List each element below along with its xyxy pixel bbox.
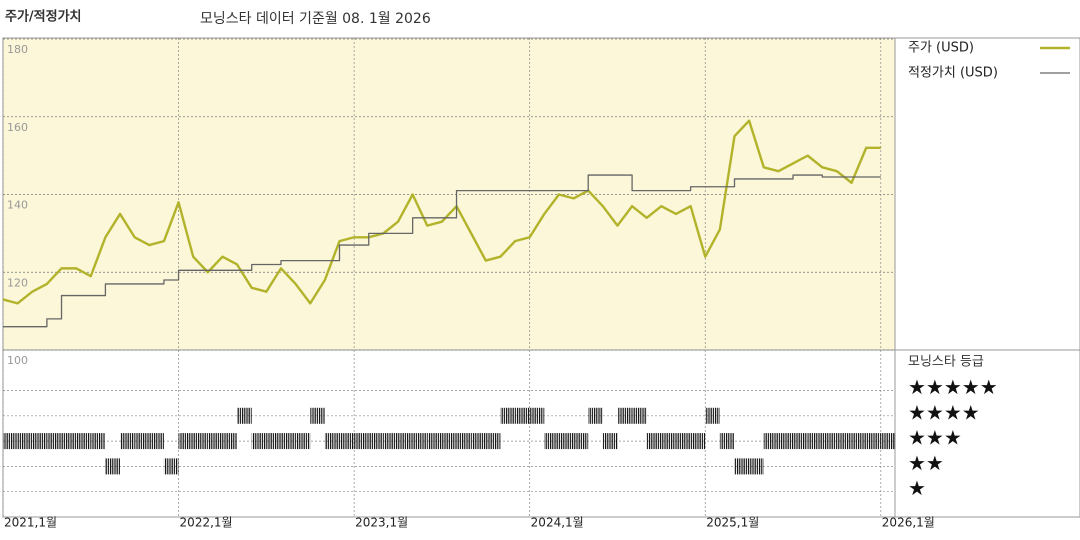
rating-bar [544, 433, 559, 450]
rating-bar [383, 433, 399, 450]
rating-bar [778, 433, 794, 450]
rating-bar [588, 407, 603, 424]
rating-bar [3, 433, 18, 450]
rating-bar [573, 433, 589, 450]
rating-label: ★★★★★ [908, 375, 998, 399]
rating-bar [456, 433, 472, 450]
rating-bar [617, 407, 633, 424]
rating-bar [251, 433, 267, 450]
chart-title: 주가/적정가치 [5, 9, 82, 25]
price-line [2, 119, 881, 305]
rating-bar [866, 433, 881, 450]
rating-bar [178, 433, 194, 450]
x-tick-label: 2021,1월 [4, 516, 57, 530]
chart-subtitle: 모닝스타 데이터 기준월 08. 1월 2026 [200, 11, 431, 27]
rating-bar [471, 433, 486, 450]
rating-bar [836, 433, 852, 450]
rating-label: ★ [908, 476, 926, 500]
rating-bar [807, 433, 823, 450]
rating-bar [32, 433, 47, 450]
rating-bar [880, 433, 896, 450]
rating-bar [149, 433, 164, 450]
rating-bar [661, 433, 676, 450]
rating-label: ★★ [908, 451, 944, 475]
legend-label: 주가 (USD) [908, 41, 974, 56]
legend-title: 모닝스타 등급 [908, 355, 984, 370]
rating-bar [398, 433, 413, 450]
rating-bar [763, 433, 779, 450]
rating-bar [339, 433, 355, 450]
rating-bar [207, 433, 223, 450]
rating-bar [749, 458, 764, 475]
x-tick-label: 2026,1월 [882, 516, 935, 530]
fair-value-line [3, 174, 881, 328]
x-tick-label: 2022,1월 [180, 516, 233, 530]
rating-bar [734, 458, 750, 475]
rating-bar [602, 433, 618, 450]
rating-bar [354, 433, 369, 450]
rating-bar [237, 407, 252, 424]
y-tick-label: 140 [7, 199, 28, 212]
rating-bar [310, 407, 325, 424]
rating-bar [558, 433, 574, 450]
rating-bar [705, 407, 720, 424]
rating-bar [851, 433, 867, 450]
rating-bar [295, 433, 311, 450]
rating-bar [193, 433, 208, 450]
rating-bar [46, 433, 62, 450]
rating-bar [719, 433, 735, 450]
rating-label: ★★★★ [908, 400, 980, 424]
rating-bar [675, 433, 691, 450]
rating-bar [280, 433, 296, 450]
rating-bar [793, 433, 808, 450]
x-tick-label: 2024,1월 [531, 516, 584, 530]
rating-bar [500, 407, 516, 424]
price-panel [3, 38, 895, 350]
rating-bar [105, 458, 121, 475]
rating-bar [266, 433, 281, 450]
rating-bar [427, 433, 442, 450]
rating-bar [690, 433, 706, 450]
rating-bar [90, 433, 106, 450]
rating-bar [412, 433, 428, 450]
rating-bar [646, 433, 662, 450]
rating-bar [163, 458, 179, 475]
rating-bar [76, 433, 91, 450]
rating-bar [120, 433, 135, 450]
x-tick-label: 2025,1월 [706, 516, 759, 530]
rating-bar [515, 407, 530, 424]
frame [2, 37, 1080, 518]
rating-bar [17, 433, 33, 450]
y-tick-label: 100 [7, 354, 28, 367]
y-tick-label: 180 [7, 43, 28, 56]
y-tick-label: 160 [7, 121, 28, 134]
rating-bar [368, 433, 384, 450]
rating-bar [529, 407, 545, 424]
rating-bar [632, 407, 647, 424]
rating-bar [134, 433, 150, 450]
y-tick-label: 120 [7, 276, 28, 289]
rating-bar [61, 433, 77, 450]
legend-label: 적정가치 (USD) [908, 66, 998, 81]
x-tick-label: 2023,1월 [355, 516, 408, 530]
rating-bar [324, 433, 340, 450]
rating-bar [441, 433, 457, 450]
rating-bar [822, 433, 837, 450]
rating-bar [222, 433, 238, 450]
rating-label: ★★★ [908, 426, 962, 450]
rating-bar [485, 433, 501, 450]
